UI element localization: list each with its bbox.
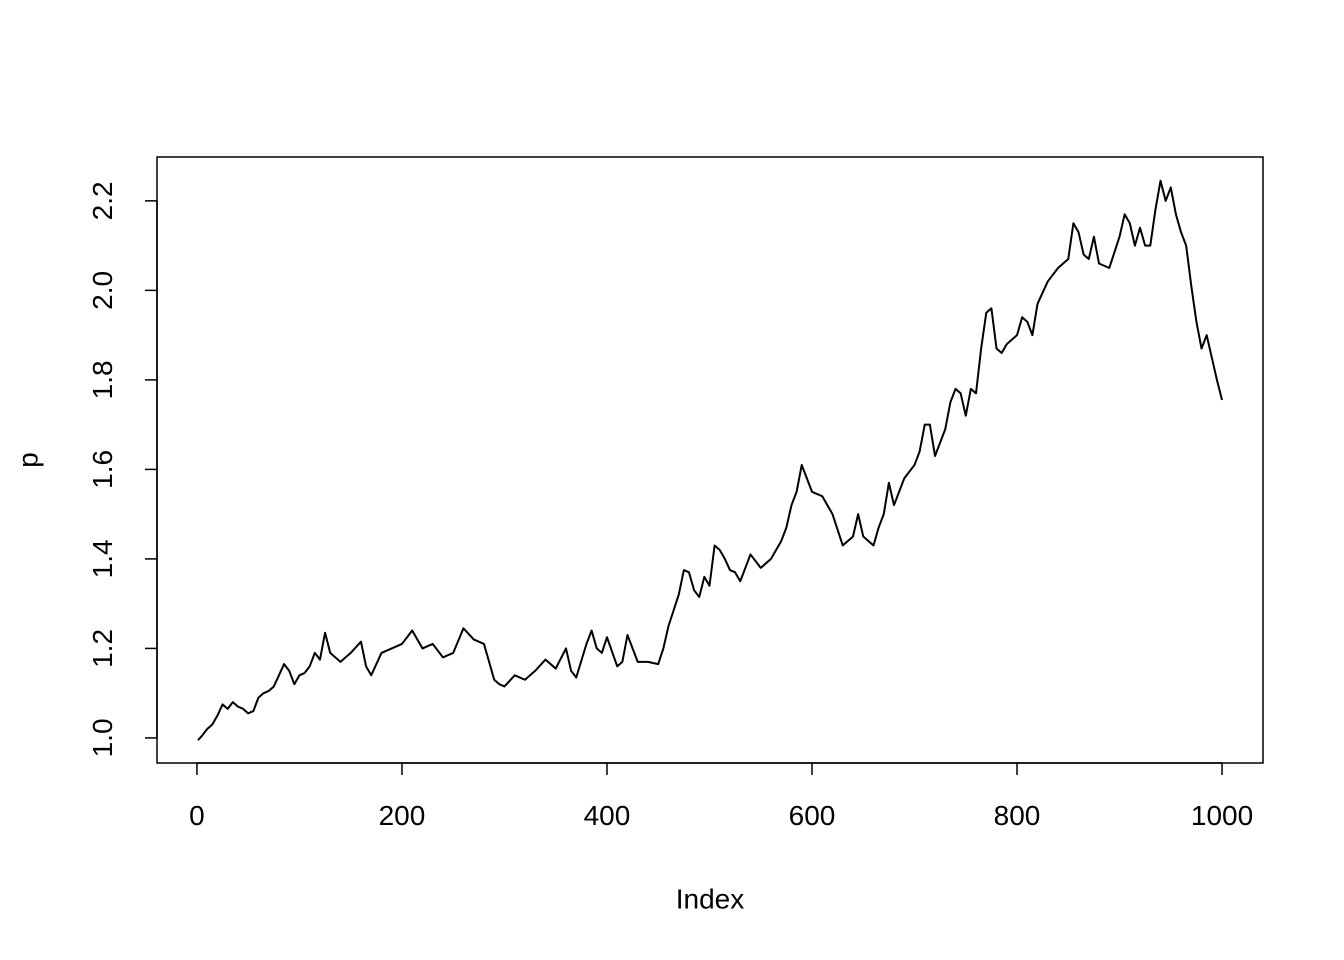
plot-frame [156, 156, 1264, 764]
y-tick-label: 1.0 [87, 718, 118, 757]
x-tick-label: 0 [189, 800, 205, 831]
y-tick-label: 1.2 [87, 629, 118, 668]
x-tick-label: 1000 [1191, 800, 1253, 831]
x-tick-label: 800 [994, 800, 1041, 831]
y-tick-label: 2.0 [87, 271, 118, 310]
x-tick-label: 600 [789, 800, 836, 831]
y-axis-label: p [12, 452, 43, 468]
y-tick-label: 1.4 [87, 539, 118, 578]
x-tick-label: 200 [379, 800, 426, 831]
data-line [197, 179, 1224, 741]
y-tick-label: 1.8 [87, 360, 118, 399]
x-axis-label: Index [676, 883, 745, 914]
y-tick-label: 1.6 [87, 450, 118, 489]
y-tick-label: 2.2 [87, 181, 118, 220]
x-tick-label: 400 [584, 800, 631, 831]
